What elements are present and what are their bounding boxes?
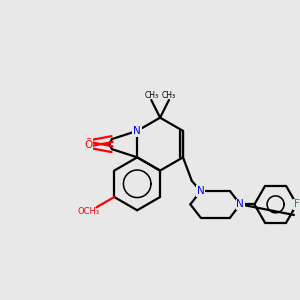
Text: N: N: [133, 126, 141, 136]
Text: O: O: [84, 139, 93, 148]
Text: N: N: [236, 200, 244, 209]
Text: O: O: [84, 140, 93, 150]
Text: N: N: [197, 186, 205, 196]
Text: CH₃: CH₃: [144, 91, 158, 100]
Text: OCH₃: OCH₃: [78, 207, 100, 216]
Text: F: F: [294, 200, 300, 209]
Text: CH₃: CH₃: [162, 91, 176, 100]
